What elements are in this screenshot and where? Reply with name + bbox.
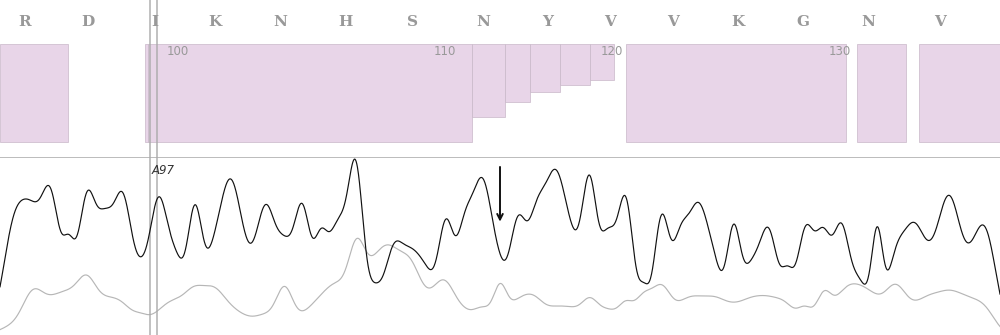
Text: 130: 130 — [829, 46, 851, 58]
Text: K: K — [208, 15, 222, 29]
Text: N: N — [476, 15, 490, 29]
Bar — [472, 44, 505, 117]
Bar — [590, 44, 614, 80]
Text: G: G — [796, 15, 810, 29]
Text: S: S — [408, 15, 418, 29]
Text: I: I — [151, 15, 159, 29]
Bar — [530, 44, 560, 92]
Text: K: K — [731, 15, 745, 29]
Text: H: H — [338, 15, 352, 29]
Bar — [148, 44, 472, 142]
Text: V: V — [934, 15, 946, 29]
Text: V: V — [604, 15, 616, 29]
Bar — [857, 44, 906, 142]
Bar — [560, 44, 590, 85]
Text: V: V — [667, 15, 679, 29]
Text: 100: 100 — [167, 46, 189, 58]
Bar — [145, 44, 148, 142]
Bar — [626, 44, 846, 142]
Text: R: R — [19, 15, 31, 29]
Text: Y: Y — [542, 15, 554, 29]
Text: 120: 120 — [601, 46, 623, 58]
Bar — [0, 44, 68, 142]
Bar — [505, 44, 530, 102]
Text: A97: A97 — [152, 164, 175, 177]
Text: 110: 110 — [434, 46, 456, 58]
Text: N: N — [273, 15, 287, 29]
Bar — [919, 44, 1000, 142]
Text: D: D — [81, 15, 95, 29]
Text: N: N — [861, 15, 875, 29]
